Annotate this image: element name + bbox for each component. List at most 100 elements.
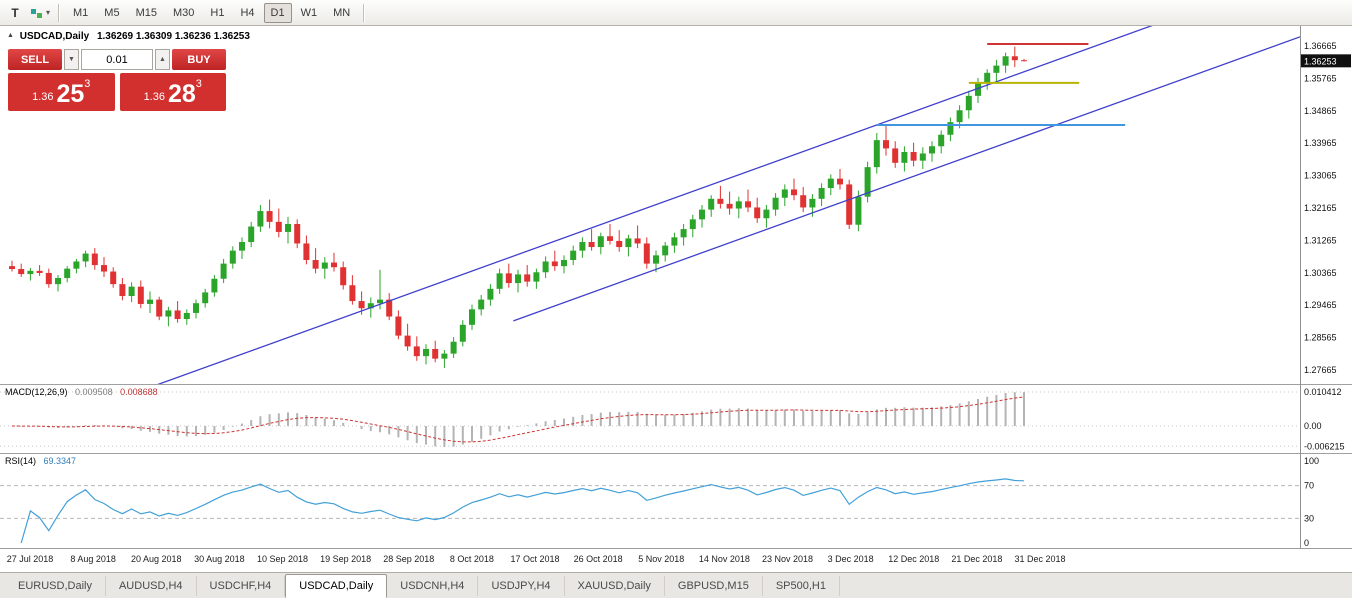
macd-axis-label: 0.00 — [1304, 421, 1322, 431]
macd-label: MACD(12,26,9) 0.009508 0.008688 — [5, 387, 158, 397]
time-axis-label: 10 Sep 2018 — [256, 554, 309, 564]
macd-axis-label: 0.010412 — [1304, 387, 1342, 397]
chart-tab-audusd-h4[interactable]: AUDUSD,H4 — [106, 575, 197, 596]
price-axis-label: 1.30365 — [1304, 268, 1337, 278]
timeframe-button-m30[interactable]: M30 — [172, 6, 195, 19]
chart-tab-usdjpy-h4[interactable]: USDJPY,H4 — [478, 575, 565, 596]
macd-axis-label: -0.006215 — [1304, 441, 1345, 451]
price-axis-label: 1.35765 — [1304, 73, 1337, 83]
svg-text:1.36253: 1.36253 — [1304, 56, 1337, 66]
toolbar-separator — [58, 3, 61, 22]
candlestick-series — [9, 46, 1027, 369]
bid-price-tile[interactable]: 1.36 25 3 — [8, 73, 115, 111]
price-axis-label: 1.28565 — [1304, 333, 1337, 343]
time-axis-label: 3 Dec 2018 — [827, 554, 874, 564]
chart-tab-usdcad-daily[interactable]: USDCAD,Daily — [285, 573, 388, 598]
price-axis-label: 1.33965 — [1304, 138, 1337, 148]
time-axis-label: 14 Nov 2018 — [698, 554, 750, 564]
timeframe-button-m15[interactable]: M15 — [135, 6, 157, 19]
text-tool-icon: T — [11, 5, 19, 20]
bid-pips: 25 — [56, 80, 85, 108]
current-price-tag: 1.36253 — [1301, 54, 1351, 68]
chart-tab-usdcnh-h4[interactable]: USDCNH,H4 — [387, 575, 479, 596]
rsi-label: RSI(14) 69.3347 — [5, 456, 76, 466]
drawing-tools-button[interactable]: ▾ — [28, 3, 52, 23]
timeframe-button-mn[interactable]: MN — [333, 6, 351, 19]
buy-button[interactable]: BUY — [172, 49, 226, 70]
chart-title: ▲ USDCAD,Daily 1.36269 1.36309 1.36236 1… — [7, 31, 250, 42]
volume-up-button[interactable]: ▲ — [155, 49, 170, 70]
chart-tab-usdchf-h4[interactable]: USDCHF,H4 — [197, 575, 286, 596]
rsi-line — [20, 478, 1025, 544]
time-axis-label: 21 Dec 2018 — [951, 554, 1003, 564]
macd-histogram — [20, 392, 1025, 448]
rsi-panel-canvas: 100 70 30 0 — [0, 453, 1352, 548]
time-axis[interactable]: 27 Jul 2018 8 Aug 2018 20 Aug 2018 30 Aug 2… — [0, 548, 1352, 572]
trend-channel-line-2[interactable] — [513, 36, 1300, 322]
volume-down-button[interactable]: ▼ — [64, 49, 79, 70]
ask-pips: 28 — [167, 80, 196, 108]
price-axis-label: 1.32165 — [1304, 203, 1337, 213]
time-axis-label: 8 Aug 2018 — [70, 554, 116, 564]
timeframe-button-h4[interactable]: H4 — [240, 6, 255, 19]
rsi-axis-label: 30 — [1304, 513, 1314, 523]
toolbar-separator — [363, 3, 366, 22]
sell-button[interactable]: SELL — [8, 49, 62, 70]
macd-signal-line — [11, 396, 1025, 443]
chart-marker-icon: ▲ — [7, 32, 14, 39]
text-tool-button[interactable]: T — [4, 3, 26, 23]
price-axis-label: 1.27665 — [1304, 365, 1337, 375]
ask-price-tile[interactable]: 1.36 28 3 — [119, 73, 226, 111]
time-axis-label: 19 Sep 2018 — [320, 554, 372, 564]
chart-symbol-period: USDCAD,Daily — [19, 31, 90, 42]
price-axis[interactable]: 1.36665 1.35765 1.34865 1.33965 1.33065 1.321… — [1300, 26, 1337, 384]
timeframe-button-m1[interactable]: M1 — [73, 6, 89, 19]
chevron-down-icon: ▾ — [46, 8, 51, 17]
chart-tab-xauusd-daily[interactable]: XAUUSD,Daily — [565, 575, 665, 596]
time-axis-label: 27 Jul 2018 — [6, 554, 54, 564]
one-click-trade-widget: SELL ▼ ▲ BUY 1.36 25 3 1.36 28 3 — [8, 49, 226, 111]
price-axis-label: 1.31265 — [1304, 235, 1337, 245]
time-axis-label: 12 Dec 2018 — [888, 554, 940, 564]
price-axis-label: 1.34865 — [1304, 106, 1337, 116]
macd-main-value: 0.009508 — [75, 387, 113, 397]
chart-ohlc-values: 1.36269 1.36309 1.36236 1.36253 — [96, 31, 250, 42]
time-axis-label: 26 Oct 2018 — [573, 554, 623, 564]
rsi-axis-label: 70 — [1304, 481, 1314, 491]
timeframe-button-m5[interactable]: M5 — [104, 6, 120, 19]
time-axis-label: 5 Nov 2018 — [638, 554, 685, 564]
ask-pipette: 3 — [195, 78, 202, 90]
time-axis-label: 23 Nov 2018 — [761, 554, 814, 564]
drawing-tools-icon — [31, 8, 42, 18]
volume-input[interactable] — [81, 49, 153, 70]
price-axis-label: 1.33065 — [1304, 171, 1337, 181]
timeframe-button-w1[interactable]: W1 — [300, 6, 318, 19]
bid-pipette: 3 — [84, 78, 91, 90]
rsi-name: RSI(14) — [5, 456, 37, 466]
price-axis-label: 1.29465 — [1304, 300, 1337, 310]
timeframe-button-h1[interactable]: H1 — [210, 6, 225, 19]
timeframe-button-d1[interactable]: D1 — [263, 2, 292, 23]
chart-tab-bar: EURUSD,Daily AUDUSD,H4 USDCHF,H4 USDCAD,Dai… — [0, 572, 1352, 598]
macd-panel-canvas: 0.010412 0.00 -0.006215 — [0, 384, 1352, 453]
rsi-axis-label: 0 — [1304, 538, 1309, 548]
timeframe-group: M1 M5 M15 M30 H1 H4 D1 W1 MN — [65, 2, 358, 23]
plot-area[interactable] — [9, 26, 1300, 384]
macd-name: MACD(12,26,9) — [5, 387, 68, 397]
macd-signal-value: 0.008688 — [120, 387, 158, 397]
time-axis-label: 28 Sep 2018 — [383, 554, 435, 564]
ask-big-figure: 1.36 — [143, 91, 165, 103]
bid-big-figure: 1.36 — [32, 91, 54, 103]
trend-channel-line-1[interactable] — [155, 26, 1153, 384]
price-chart-canvas[interactable]: 1.36665 1.35765 1.34865 1.33965 1.33065 1.321… — [0, 26, 1352, 384]
rsi-axis-label: 100 — [1304, 456, 1319, 466]
price-axis-label: 1.36665 — [1304, 41, 1337, 51]
chart-tab-sp500-h1[interactable]: SP500,H1 — [763, 575, 840, 596]
toolbar: T ▾ M1 M5 M15 M30 H1 H4 D1 W1 MN — [0, 0, 1352, 26]
time-axis-label: 30 Aug 2018 — [194, 554, 245, 564]
time-axis-label: 20 Aug 2018 — [130, 554, 182, 564]
chart-tab-eurusd-daily[interactable]: EURUSD,Daily — [5, 575, 106, 596]
rsi-value: 69.3347 — [43, 456, 77, 466]
chart-tab-gbpusd-m15[interactable]: GBPUSD,M15 — [665, 575, 763, 596]
